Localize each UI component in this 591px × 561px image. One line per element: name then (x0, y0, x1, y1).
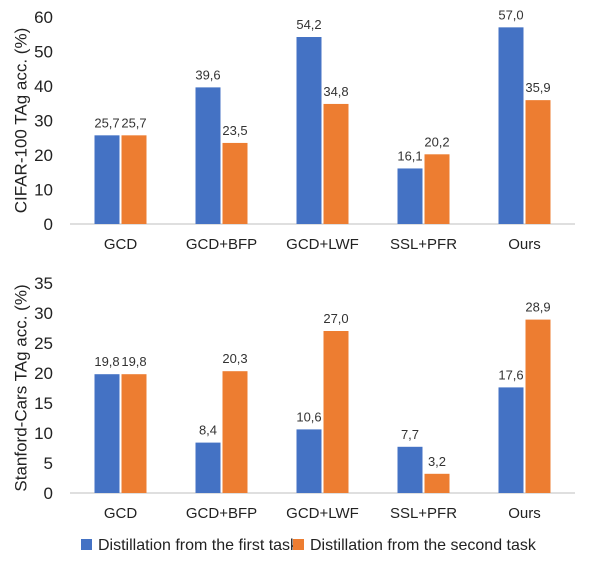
data-label: 23,5 (222, 123, 247, 138)
y-tick-label: 0 (44, 215, 53, 234)
x-category-label: GCD (104, 505, 138, 522)
y-tick-label: 60 (34, 8, 53, 27)
legend: Distillation from the first task Distill… (81, 537, 537, 554)
x-category-label: GCD+LWF (286, 236, 359, 253)
y-tick-label: 0 (44, 484, 53, 503)
bar-second-task (323, 331, 349, 493)
y-tick-label: 10 (34, 424, 53, 443)
bar-first-task (296, 37, 322, 225)
bar-first-task (195, 87, 221, 224)
y-axis-label: Stanford-Cars TAg acc. (%) (11, 284, 30, 491)
x-category-label: GCD (104, 236, 138, 253)
y-tick-label: 30 (34, 112, 53, 131)
data-label: 17,6 (498, 367, 523, 382)
bar-second-task (222, 142, 248, 224)
data-label: 3,2 (428, 454, 446, 469)
data-label: 27,0 (323, 311, 348, 326)
bar-first-task (296, 429, 322, 493)
y-tick-label: 30 (34, 304, 53, 323)
y-tick-label: 20 (34, 146, 53, 165)
bar-first-task (397, 168, 423, 224)
bar-first-task (498, 387, 524, 493)
bar-first-task (94, 135, 120, 224)
y-tick-label: 50 (34, 43, 53, 62)
x-category-label: GCD+BFP (186, 236, 257, 253)
data-label: 25,7 (94, 115, 119, 130)
data-label: 19,8 (94, 354, 119, 369)
x-category-label: SSL+PFR (390, 236, 457, 253)
bar-first-task (498, 27, 524, 224)
bar-second-task (525, 100, 551, 224)
bar-second-task (424, 154, 450, 224)
data-label: 19,8 (121, 354, 146, 369)
x-category-label: GCD+LWF (286, 505, 359, 522)
data-label: 16,1 (397, 148, 422, 163)
y-tick-label: 25 (34, 334, 53, 353)
y-tick-label: 20 (34, 364, 53, 383)
y-tick-label: 40 (34, 77, 53, 96)
data-label: 39,6 (195, 67, 220, 82)
data-label: 28,9 (525, 300, 550, 315)
x-category-label: Ours (508, 505, 541, 522)
x-category-label: GCD+BFP (186, 505, 257, 522)
data-label: 7,7 (401, 427, 419, 442)
y-tick-label: 10 (34, 181, 53, 200)
legend-swatch-second-task (293, 539, 304, 550)
data-label: 57,0 (498, 7, 523, 22)
x-category-label: Ours (508, 236, 541, 253)
data-label: 34,8 (323, 84, 348, 99)
bar-first-task (397, 446, 423, 493)
bar-second-task (121, 135, 147, 224)
y-tick-label: 35 (34, 274, 53, 293)
bar-first-task (94, 374, 120, 493)
bar-second-task (222, 371, 248, 493)
data-label: 54,2 (296, 17, 321, 32)
data-label: 20,2 (424, 134, 449, 149)
legend-label-second-task: Distillation from the second task (310, 537, 537, 554)
data-label: 35,9 (525, 80, 550, 95)
y-tick-label: 15 (34, 394, 53, 413)
data-label: 8,4 (199, 423, 217, 438)
bar-second-task (525, 319, 551, 493)
bar-second-task (323, 103, 349, 224)
data-label: 25,7 (121, 115, 146, 130)
data-label: 20,3 (222, 351, 247, 366)
y-axis-label: CIFAR-100 TAg acc. (%) (11, 28, 30, 213)
bar-first-task (195, 442, 221, 493)
bar-second-task (121, 374, 147, 493)
x-category-label: SSL+PFR (390, 505, 457, 522)
legend-label-first-task: Distillation from the first task (98, 537, 299, 554)
y-tick-label: 5 (44, 454, 53, 473)
bar-second-task (424, 473, 450, 493)
data-label: 10,6 (296, 409, 321, 424)
legend-swatch-first-task (81, 539, 92, 550)
